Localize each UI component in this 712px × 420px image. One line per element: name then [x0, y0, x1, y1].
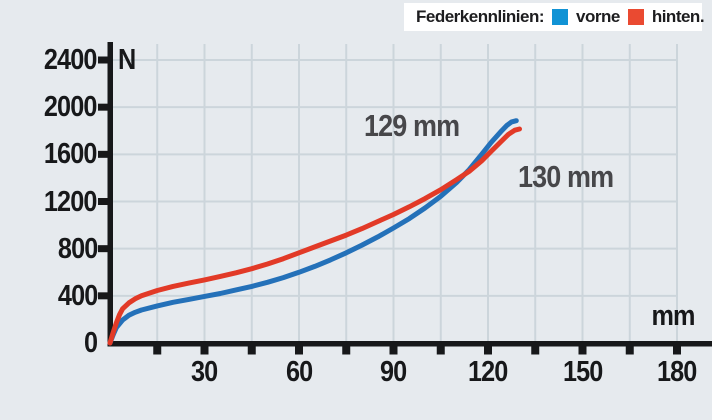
- x-tick-label: 180: [657, 356, 697, 388]
- x-axis-tick: [625, 346, 634, 355]
- legend-label-hinten: hinten.: [651, 7, 705, 26]
- y-axis-unit-label: N: [118, 44, 136, 76]
- x-axis-unit-label: mm: [651, 300, 696, 332]
- x-tick-label: 150: [562, 356, 603, 388]
- y-axis-tick: [98, 292, 108, 300]
- curve-vorne: [107, 118, 519, 346]
- x-tick-label: 30: [191, 356, 218, 388]
- x-axis-tick: [247, 346, 256, 355]
- y-tick-label: 800: [57, 232, 98, 265]
- legend: Federkennlinien: vorne hinten.: [404, 3, 705, 31]
- x-axis-tick: [578, 346, 587, 355]
- legend-label-vorne: vorne: [576, 7, 620, 26]
- curve-hinten: [107, 126, 522, 346]
- y-tick-label: 2400: [44, 44, 98, 76]
- x-axis-tick: [200, 346, 209, 355]
- x-axis-tick: [153, 346, 162, 355]
- x-axis-tick: [484, 346, 492, 355]
- x-axis-tick: [295, 346, 303, 355]
- x-axis-tick: [389, 346, 398, 355]
- x-axis-tick: [673, 346, 681, 355]
- legend-swatch-hinten: [627, 9, 644, 25]
- y-axis-tick: [98, 150, 108, 158]
- y-axis-tick: [98, 103, 108, 111]
- x-axis-line: [107, 341, 712, 347]
- y-tick-label: 1600: [44, 138, 98, 171]
- y-tick-label: 400: [57, 279, 98, 312]
- y-axis-line: [107, 42, 113, 346]
- y-axis-tick: [98, 56, 108, 64]
- y-tick-label: 0: [83, 327, 98, 359]
- x-tick-label: 120: [468, 356, 508, 388]
- y-axis-tick: [98, 245, 108, 253]
- annotation-hinten-travel: 130 mm: [518, 159, 614, 194]
- y-axis-tick: [98, 198, 108, 205]
- x-axis-tick: [531, 346, 540, 355]
- annotation-vorne-travel: 129 mm: [364, 108, 460, 143]
- y-tick-label: 2000: [44, 91, 98, 124]
- legend-title: Federkennlinien:: [416, 7, 545, 26]
- legend-swatch-vorne: [552, 9, 569, 25]
- y-tick-label: 1200: [44, 185, 98, 218]
- x-axis-tick: [436, 346, 445, 355]
- x-tick-label: 90: [380, 356, 407, 388]
- x-axis-tick: [342, 346, 351, 355]
- x-tick-label: 60: [285, 356, 313, 388]
